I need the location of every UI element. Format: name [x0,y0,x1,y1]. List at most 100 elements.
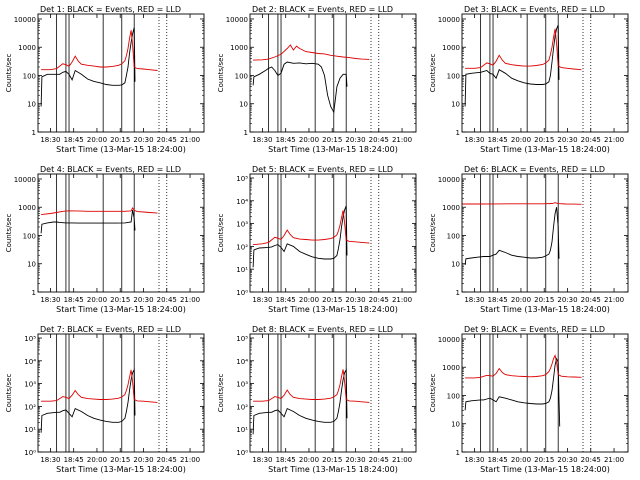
y-tick-label: 1000 [442,204,460,212]
interval-markers [268,334,380,452]
x-tick-label: 20:00 [511,456,531,464]
series-line-lld [41,369,158,403]
y-tick-label: 1 [32,129,36,137]
x-tick-label: 18:45 [276,296,296,304]
x-tick-label: 18:30 [252,456,272,464]
y-tick-label: 10000 [438,336,460,344]
y-tick-label: 1000 [442,364,460,372]
series-line-events [464,207,560,266]
x-tick-label: 21:00 [180,136,200,144]
y-tick-label: 10⁰ [236,289,248,297]
y-tick-label: 10000 [14,176,36,184]
x-tick-label: 20:00 [511,136,531,144]
y-tick-label: 100 [447,72,460,80]
x-tick-label: 20:15 [110,456,130,464]
x-ticks: 18:30 18:45 20:00 20:15 20:30 20:45 21:00 [464,334,624,464]
y-tick-label: 10³ [236,221,248,229]
x-tick-label: 20:45 [581,136,601,144]
x-axis-label: Start Time (13-Mar-15 18:24:00) [268,305,398,314]
y-tick-label: 100 [447,232,460,240]
y-tick-label: 10 [27,101,36,109]
series-group [252,205,370,268]
y-tick-label: 1000 [442,44,460,52]
series-line-events [40,209,136,234]
y-tick-label: 1000 [18,204,36,212]
x-tick-label: 20:45 [369,136,389,144]
series-line-lld [462,202,582,205]
x-tick-label: 18:45 [488,136,508,144]
x-ticks: 18:30 18:45 20:00 20:15 20:30 20:45 21:00 [464,174,624,304]
x-tick-label: 18:45 [64,296,84,304]
x-tick-label: 18:45 [276,136,296,144]
x-tick-label: 18:30 [252,136,272,144]
plot-frame [461,13,629,133]
x-tick-label: 21:00 [392,136,412,144]
y-tick-label: 10⁵ [24,335,36,343]
x-tick-label: 20:15 [110,296,130,304]
x-tick-label: 18:30 [464,136,484,144]
x-axis-label: Start Time (13-Mar-15 18:24:00) [56,305,186,314]
y-axis-label: Counts/sec [5,374,13,413]
x-axis-label: Start Time (13-Mar-15 18:24:00) [56,465,186,474]
x-tick-label: 20:30 [345,136,365,144]
panel-title: Det 7: BLACK = Events, RED = LLD [40,325,181,334]
x-tick-label: 21:00 [180,456,200,464]
x-tick-label: 21:00 [392,456,412,464]
x-tick-label: 18:30 [40,456,60,464]
y-tick-label: 1 [32,289,36,297]
x-tick-label: 20:45 [581,456,601,464]
x-tick-label: 18:45 [64,136,84,144]
plot-frame [249,13,417,133]
x-tick-label: 20:00 [299,456,319,464]
series-group [252,368,370,435]
y-tick-label: 1 [456,449,460,457]
x-ticks: 18:30 18:45 20:00 20:15 20:30 20:45 21:00 [252,334,412,464]
y-tick-label: 10000 [14,16,36,24]
x-tick-label: 20:15 [534,136,554,144]
y-tick-label: 10⁰ [236,449,248,457]
series-group [464,354,582,427]
x-tick-label: 20:30 [557,456,577,464]
panel-title: Det 2: BLACK = Events, RED = LLD [252,5,393,14]
y-tick-label: 100 [23,72,36,80]
series-group [40,207,158,234]
interval-markers [56,14,168,132]
y-tick-label: 10⁰ [24,449,36,457]
x-tick-label: 20:15 [322,136,342,144]
y-tick-label: 10³ [236,381,248,389]
x-tick-label: 20:15 [322,296,342,304]
series-line-events [40,27,136,107]
x-tick-label: 21:00 [604,136,624,144]
y-axis-label: Counts/sec [217,54,225,93]
x-tick-label: 18:45 [488,296,508,304]
y-tick-label: 1 [456,289,460,297]
x-axis-label: Start Time (13-Mar-15 18:24:00) [480,465,610,474]
x-tick-label: 18:30 [464,456,484,464]
panel-det-7: Det 7: BLACK = Events, RED = LLD Counts/s… [5,325,205,474]
x-tick-label: 20:30 [345,456,365,464]
x-tick-label: 20:30 [557,296,577,304]
series-line-events [464,357,561,427]
panel-det-5: Det 5: BLACK = Events, RED = LLD Counts/s… [217,165,417,314]
y-tick-label: 10000 [438,176,460,184]
y-tick-label: 10⁴ [236,198,248,206]
x-tick-label: 20:00 [87,456,107,464]
panel-det-8: Det 8: BLACK = Events, RED = LLD Counts/s… [217,325,417,474]
interval-markers [480,174,592,292]
series-group [462,202,582,266]
y-axis-label: Counts/sec [5,54,13,93]
x-ticks: 18:30 18:45 20:00 20:15 20:30 20:45 21:00 [252,14,412,144]
interval-markers [480,14,592,132]
plot-frame [37,173,205,293]
x-tick-label: 20:45 [581,296,601,304]
x-ticks: 18:30 18:45 20:00 20:15 20:30 20:45 21:00 [40,174,200,304]
x-axis-label: Start Time (13-Mar-15 18:24:00) [268,145,398,154]
x-tick-label: 20:15 [322,456,342,464]
x-tick-label: 21:00 [180,296,200,304]
y-tick-label: 100 [447,392,460,400]
x-tick-label: 18:30 [252,296,272,304]
y-axis-label: Counts/sec [217,374,225,413]
x-tick-label: 20:30 [133,296,153,304]
series-group [252,44,370,114]
